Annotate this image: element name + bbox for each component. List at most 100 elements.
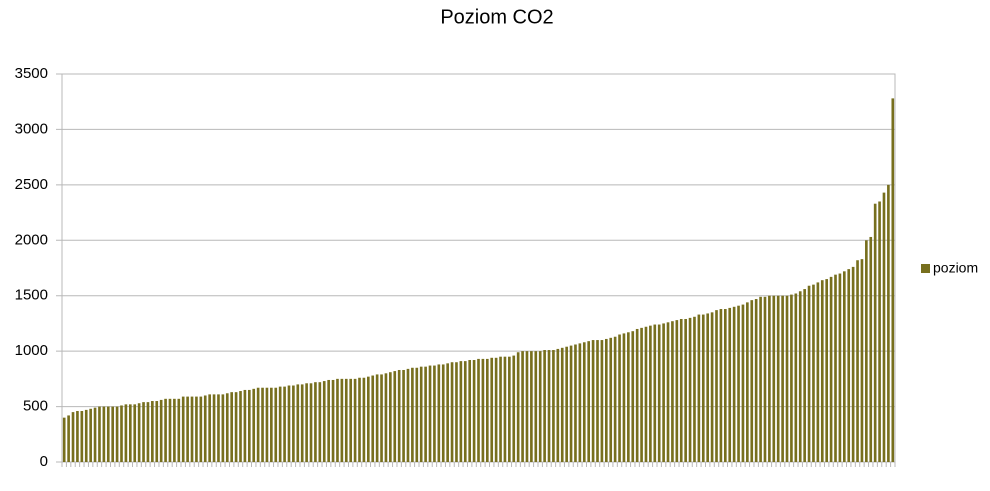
bar (662, 323, 665, 462)
bar (521, 351, 524, 462)
bar (173, 398, 176, 462)
bar (679, 318, 683, 462)
bar (384, 373, 388, 462)
bar (199, 396, 203, 462)
bar (362, 377, 366, 462)
y-tick-label: 2500 (15, 176, 48, 193)
y-tick-label: 1000 (15, 342, 48, 359)
bar (552, 350, 555, 462)
bar (574, 344, 577, 462)
bar (67, 415, 70, 462)
bar (829, 276, 833, 462)
bar (472, 360, 476, 462)
bar (406, 368, 410, 462)
bar (195, 396, 198, 462)
bar (402, 369, 405, 462)
bar (230, 392, 234, 462)
bar (649, 325, 652, 462)
bar (878, 201, 881, 462)
bar (798, 291, 802, 462)
bar (768, 295, 771, 462)
bar (741, 304, 745, 462)
bar (887, 184, 890, 462)
bar (785, 295, 789, 462)
bar (671, 321, 674, 462)
bar (340, 378, 344, 462)
bar (825, 279, 829, 462)
bar (186, 396, 189, 462)
y-tick-label: 0 (40, 453, 48, 470)
bar (93, 407, 97, 462)
bar (851, 266, 855, 462)
bar (657, 324, 661, 462)
bar (816, 282, 820, 462)
bar (278, 386, 282, 462)
bar (543, 350, 546, 462)
bar (627, 332, 630, 462)
bar (591, 340, 595, 462)
bar (371, 375, 375, 462)
bar (265, 387, 269, 462)
bar (455, 362, 458, 462)
bar (309, 383, 313, 462)
bar (842, 271, 846, 462)
bar (358, 377, 361, 462)
bar (565, 346, 568, 462)
bar (380, 374, 383, 462)
bar (635, 328, 639, 462)
bar (71, 412, 75, 462)
bar (737, 305, 740, 462)
bar (860, 259, 864, 462)
legend-swatch (921, 264, 930, 273)
bar (838, 273, 842, 462)
bar (684, 318, 687, 462)
bar (212, 394, 216, 462)
bar (560, 347, 564, 462)
bar (530, 351, 533, 462)
bar (159, 399, 163, 462)
bar (305, 383, 308, 462)
bar (459, 361, 463, 462)
bar (803, 289, 806, 462)
y-tick-label: 1500 (15, 287, 48, 304)
bar (106, 406, 110, 462)
bar (693, 316, 696, 462)
bar (437, 364, 441, 462)
bar (578, 343, 582, 462)
bar (137, 403, 141, 462)
bar (217, 394, 220, 462)
bar (300, 384, 304, 462)
bar (644, 326, 648, 462)
bar (600, 340, 604, 462)
bar (336, 378, 339, 462)
bar (547, 350, 551, 462)
bar (865, 240, 868, 462)
bar (582, 342, 586, 462)
bar (847, 269, 851, 462)
bar (252, 388, 256, 462)
bar (181, 396, 185, 462)
bar (89, 408, 92, 462)
bar (719, 309, 723, 462)
bar (490, 357, 494, 462)
bar (538, 351, 542, 462)
bar (243, 389, 247, 462)
bar (84, 409, 88, 462)
bar (750, 300, 754, 462)
bar (331, 379, 335, 462)
bar (111, 406, 115, 462)
bar (710, 312, 714, 462)
bar (701, 314, 705, 462)
bar (151, 401, 154, 462)
bar (177, 398, 181, 462)
bar (882, 192, 886, 463)
bar (239, 391, 242, 462)
bar (155, 401, 159, 462)
bar (314, 382, 317, 462)
bar (168, 398, 172, 462)
bar (283, 386, 286, 462)
bar (411, 367, 414, 462)
bar (754, 299, 758, 462)
bar (759, 296, 762, 462)
bar (781, 295, 784, 462)
